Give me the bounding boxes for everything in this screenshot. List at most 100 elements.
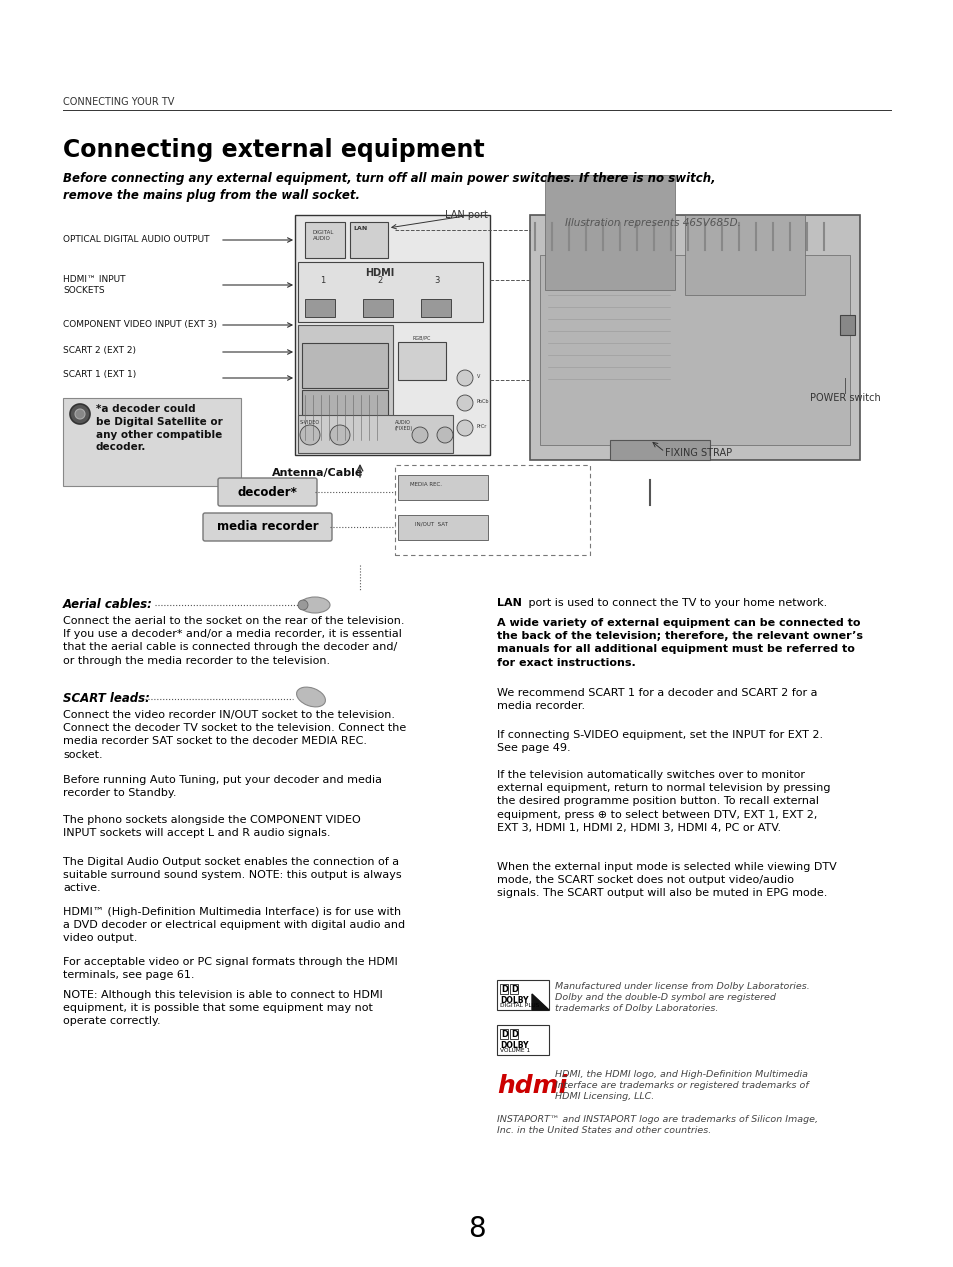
Ellipse shape: [296, 687, 325, 707]
Text: Before running Auto Tuning, put your decoder and media
recorder to Standby.: Before running Auto Tuning, put your dec…: [63, 775, 381, 798]
Text: LAN port: LAN port: [444, 210, 487, 220]
Text: For acceptable video or PC signal formats through the HDMI
terminals, see page 6: For acceptable video or PC signal format…: [63, 957, 397, 981]
Bar: [302, 343, 388, 388]
Text: CONNECTING YOUR TV: CONNECTING YOUR TV: [63, 98, 174, 106]
Text: NOTE: Although this television is able to connect to HDMI
equipment, it is possi: NOTE: Although this television is able t…: [63, 990, 382, 1026]
Bar: [539, 255, 849, 445]
Text: LAN: LAN: [353, 226, 367, 231]
Bar: [684, 215, 804, 295]
Text: Connecting external equipment: Connecting external equipment: [63, 138, 484, 162]
Text: decoder*: decoder*: [237, 485, 297, 498]
Circle shape: [330, 424, 350, 445]
Text: POWER switch: POWER switch: [809, 393, 880, 403]
Bar: [510, 984, 517, 995]
Text: PrCr: PrCr: [476, 424, 487, 430]
Text: HDMI™ (High-Definition Multimedia Interface) is for use with
a DVD decoder or el: HDMI™ (High-Definition Multimedia Interf…: [63, 907, 405, 944]
Text: DIGITAL PLUS: DIGITAL PLUS: [499, 1003, 538, 1009]
Bar: [499, 1029, 507, 1039]
Text: Manufactured under license from Dolby Laboratories.
Dolby and the double-D symbo: Manufactured under license from Dolby La…: [555, 982, 809, 1014]
Ellipse shape: [299, 597, 330, 613]
Bar: [395, 465, 589, 555]
Text: SCART 2 (EXT 2): SCART 2 (EXT 2): [63, 346, 136, 355]
FancyBboxPatch shape: [218, 478, 316, 506]
Text: IN/OUT  SAT: IN/OUT SAT: [415, 522, 447, 527]
Text: Aerial cables:: Aerial cables:: [63, 598, 152, 611]
Text: Connect the aerial to the socket on the rear of the television.
If you use a dec: Connect the aerial to the socket on the …: [63, 616, 404, 665]
Text: 2: 2: [377, 276, 382, 285]
Text: *a decoder could
be Digital Satellite or
any other compatible
decoder.: *a decoder could be Digital Satellite or…: [96, 404, 222, 452]
Bar: [609, 440, 709, 460]
Text: Illustration represents 46SV685D.: Illustration represents 46SV685D.: [564, 218, 740, 228]
Text: SCART leads:: SCART leads:: [63, 692, 150, 704]
Bar: [294, 215, 490, 455]
Bar: [305, 222, 345, 258]
Bar: [305, 299, 335, 317]
Text: HDMI: HDMI: [365, 269, 395, 277]
Text: DOLBY: DOLBY: [499, 996, 528, 1005]
Circle shape: [456, 419, 473, 436]
Text: V: V: [476, 374, 480, 379]
Text: The Digital Audio Output socket enables the connection of a
suitable surround so: The Digital Audio Output socket enables …: [63, 856, 401, 893]
Text: Connect the video recorder IN/OUT socket to the television.
Connect the decoder : Connect the video recorder IN/OUT socket…: [63, 710, 406, 760]
Bar: [397, 342, 446, 380]
Text: MEDIA REC.: MEDIA REC.: [410, 481, 441, 487]
Bar: [840, 315, 854, 334]
Bar: [297, 262, 482, 322]
Text: SCART 1 (EXT 1): SCART 1 (EXT 1): [63, 370, 136, 380]
Text: The phono sockets alongside the COMPONENT VIDEO
INPUT sockets will accept L and : The phono sockets alongside the COMPONEN…: [63, 815, 360, 839]
Circle shape: [456, 370, 473, 386]
Text: When the external input mode is selected while viewing DTV
mode, the SCART socke: When the external input mode is selected…: [497, 862, 836, 898]
Text: HDMI™ INPUT
SOCKETS: HDMI™ INPUT SOCKETS: [63, 275, 126, 295]
Text: S-VIDEO: S-VIDEO: [299, 419, 320, 424]
Text: D: D: [501, 1030, 508, 1039]
Bar: [302, 390, 388, 445]
Circle shape: [75, 409, 85, 419]
Text: We recommend SCART 1 for a decoder and SCART 2 for a
media recorder.: We recommend SCART 1 for a decoder and S…: [497, 688, 817, 711]
Circle shape: [70, 404, 90, 424]
Bar: [297, 326, 393, 450]
Text: FIXING STRAP: FIXING STRAP: [664, 449, 731, 457]
Text: RGB/PC: RGB/PC: [413, 334, 431, 340]
Bar: [297, 416, 453, 454]
Text: Antenna/Cable: Antenna/Cable: [272, 468, 363, 478]
Text: INSTAPORT™ and INSTAPORT logo are trademarks of Silicon Image,
Inc. in the Unite: INSTAPORT™ and INSTAPORT logo are tradem…: [497, 1115, 817, 1135]
Text: PbCb: PbCb: [476, 399, 489, 404]
Circle shape: [412, 427, 428, 443]
Bar: [497, 979, 548, 1010]
Text: DIGITAL
AUDIO: DIGITAL AUDIO: [313, 231, 334, 241]
Text: LAN: LAN: [497, 598, 521, 608]
Text: D: D: [501, 984, 508, 995]
FancyBboxPatch shape: [203, 513, 332, 541]
Bar: [499, 984, 507, 995]
Bar: [397, 514, 488, 540]
Text: port is used to connect the TV to your home network.: port is used to connect the TV to your h…: [524, 598, 826, 608]
Circle shape: [456, 395, 473, 411]
Bar: [363, 299, 393, 317]
Text: If connecting S-VIDEO equipment, set the INPUT for EXT 2.
See page 49.: If connecting S-VIDEO equipment, set the…: [497, 730, 822, 753]
Text: DOLBY: DOLBY: [499, 1041, 528, 1050]
Bar: [350, 222, 388, 258]
Text: media recorder: media recorder: [216, 521, 318, 533]
Circle shape: [299, 424, 319, 445]
Circle shape: [436, 427, 453, 443]
Text: AUDIO
(FIXED): AUDIO (FIXED): [395, 419, 413, 431]
Text: Before connecting any external equipment, turn off all main power switches. If t: Before connecting any external equipment…: [63, 172, 715, 201]
Bar: [544, 175, 675, 290]
Bar: [530, 215, 859, 460]
Text: OPTICAL DIGITAL AUDIO OUTPUT: OPTICAL DIGITAL AUDIO OUTPUT: [63, 236, 210, 245]
Text: hdmi: hdmi: [497, 1074, 567, 1098]
Polygon shape: [532, 995, 548, 1010]
Text: If the television automatically switches over to monitor
external equipment, ret: If the television automatically switches…: [497, 770, 830, 832]
Bar: [510, 1029, 517, 1039]
Text: VOLUME 1: VOLUME 1: [499, 1048, 530, 1053]
Text: 3: 3: [434, 276, 439, 285]
Bar: [63, 398, 241, 487]
Circle shape: [297, 601, 308, 609]
Text: HDMI, the HDMI logo, and High-Definition Multimedia
Interface are trademarks or : HDMI, the HDMI logo, and High-Definition…: [555, 1071, 808, 1101]
Text: 8: 8: [468, 1215, 485, 1243]
Text: 1: 1: [320, 276, 325, 285]
Text: D: D: [511, 984, 518, 995]
Text: A wide variety of external equipment can be connected to
the back of the televis: A wide variety of external equipment can…: [497, 618, 862, 668]
Bar: [397, 475, 488, 500]
Bar: [497, 1025, 548, 1055]
